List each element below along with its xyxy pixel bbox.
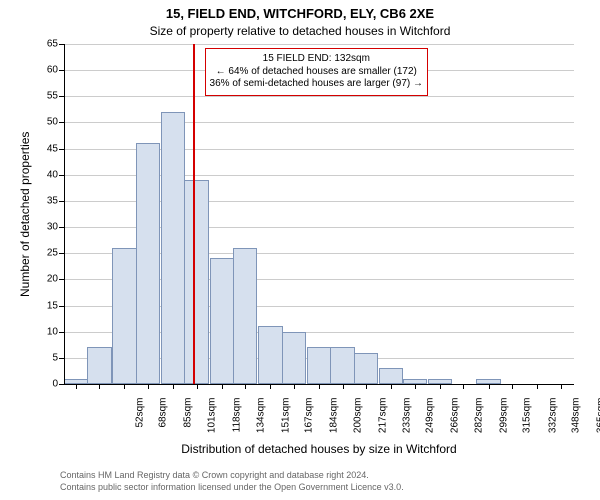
histogram-bar — [87, 347, 111, 384]
xtick-mark — [561, 384, 562, 389]
annotation-line: 15 FIELD END: 132sqm — [210, 53, 423, 66]
ytick-label: 40 — [34, 169, 58, 180]
ytick-label: 25 — [34, 248, 58, 259]
plot-area: 15 FIELD END: 132sqm← 64% of detached ho… — [64, 44, 574, 384]
histogram-bar — [161, 112, 185, 384]
xtick-mark — [197, 384, 198, 389]
footer-line: Contains HM Land Registry data © Crown c… — [60, 470, 600, 482]
y-axis-label: Number of detached properties — [18, 131, 32, 296]
footer: Contains HM Land Registry data © Crown c… — [60, 470, 600, 493]
histogram-bar — [184, 180, 208, 384]
xtick-mark — [173, 384, 174, 389]
annotation-box: 15 FIELD END: 132sqm← 64% of detached ho… — [205, 48, 428, 96]
xtick-mark — [463, 384, 464, 389]
histogram-bar — [112, 248, 136, 384]
ytick-label: 50 — [34, 117, 58, 128]
ytick-label: 0 — [34, 379, 58, 390]
histogram-bar — [136, 143, 160, 384]
xtick-mark — [319, 384, 320, 389]
chart-subtitle: Size of property relative to detached ho… — [0, 24, 600, 38]
ytick-label: 15 — [34, 300, 58, 311]
ytick-label: 30 — [34, 222, 58, 233]
xtick-mark — [415, 384, 416, 389]
xtick-mark — [343, 384, 344, 389]
y-axis-line — [64, 44, 65, 384]
histogram-bar — [233, 248, 257, 384]
gridline — [64, 122, 574, 123]
histogram-bar — [282, 332, 306, 384]
footer-line: Contains public sector information licen… — [60, 482, 600, 494]
histogram-bar — [354, 353, 378, 384]
xtick-mark — [440, 384, 441, 389]
xtick-mark — [512, 384, 513, 389]
ytick-label: 65 — [34, 39, 58, 50]
histogram-bar — [307, 347, 331, 384]
xtick-mark — [148, 384, 149, 389]
xtick-mark — [245, 384, 246, 389]
ytick-label: 20 — [34, 274, 58, 285]
histogram-bar — [210, 258, 234, 384]
xtick-mark — [76, 384, 77, 389]
histogram-bar — [330, 347, 354, 384]
xtick-label: 365sqm — [596, 398, 600, 458]
ytick-label: 5 — [34, 352, 58, 363]
annotation-line: 36% of semi-detached houses are larger (… — [210, 78, 423, 91]
xtick-mark — [391, 384, 392, 389]
ytick-label: 45 — [34, 143, 58, 154]
xtick-mark — [366, 384, 367, 389]
x-axis-label: Distribution of detached houses by size … — [64, 442, 574, 456]
marker-line — [193, 44, 195, 384]
xtick-mark — [537, 384, 538, 389]
xtick-mark — [124, 384, 125, 389]
ytick-label: 35 — [34, 195, 58, 206]
annotation-line: ← 64% of detached houses are smaller (17… — [210, 66, 423, 79]
ytick-label: 10 — [34, 326, 58, 337]
gridline — [64, 44, 574, 45]
xtick-mark — [270, 384, 271, 389]
xtick-mark — [99, 384, 100, 389]
ytick-label: 55 — [34, 91, 58, 102]
ytick-label: 60 — [34, 65, 58, 76]
chart-title: 15, FIELD END, WITCHFORD, ELY, CB6 2XE — [0, 6, 600, 21]
histogram-bar — [379, 368, 403, 384]
gridline — [64, 96, 574, 97]
xtick-mark — [489, 384, 490, 389]
xtick-mark — [294, 384, 295, 389]
histogram-bar — [258, 326, 282, 384]
xtick-mark — [222, 384, 223, 389]
